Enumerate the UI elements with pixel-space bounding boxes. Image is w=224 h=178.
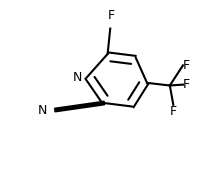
Text: F: F — [183, 59, 190, 72]
Text: N: N — [38, 104, 47, 117]
Text: N: N — [73, 71, 82, 84]
Text: F: F — [183, 78, 190, 91]
Text: F: F — [170, 105, 177, 118]
Text: F: F — [108, 9, 115, 22]
